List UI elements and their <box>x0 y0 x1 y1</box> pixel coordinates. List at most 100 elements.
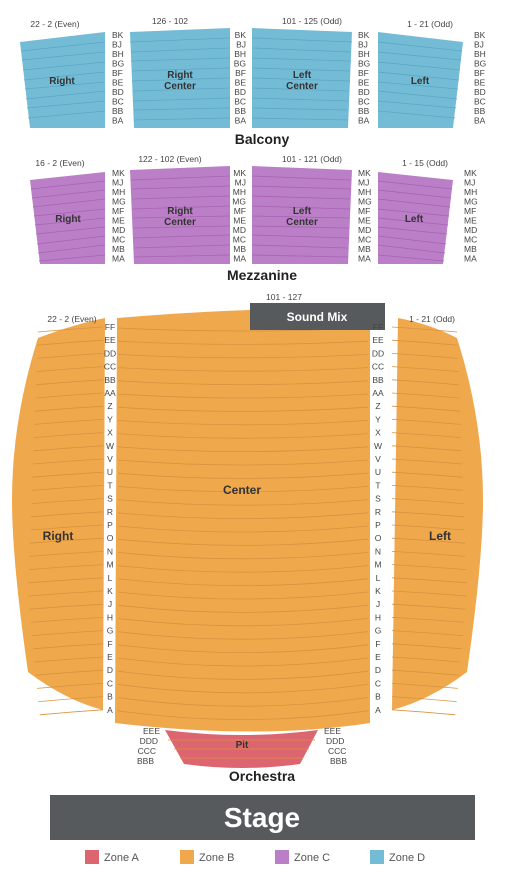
svg-text:RightCenter: RightCenter <box>164 70 196 92</box>
svg-text:CC: CC <box>104 362 116 372</box>
orch-center[interactable] <box>115 310 385 732</box>
svg-text:BH: BH <box>474 49 486 59</box>
svg-text:DD: DD <box>372 348 384 358</box>
stage-label: Stage <box>224 802 300 833</box>
svg-text:MA: MA <box>464 254 477 264</box>
svg-text:BF: BF <box>235 68 246 78</box>
legend-zone-d-swatch <box>370 850 384 864</box>
pit-label: Pit <box>236 740 249 751</box>
orch-right-range: 22 - 2 (Even) <box>47 314 96 324</box>
svg-text:BC: BC <box>112 97 124 107</box>
legend-zone-a: Zone A <box>104 852 140 864</box>
mezz-rc-range: 122 - 102 (Even) <box>138 154 201 164</box>
svg-text:BD: BD <box>112 87 124 97</box>
mezz-lc-range: 101 - 121 (Odd) <box>282 154 342 164</box>
legend-zone-a-swatch <box>85 850 99 864</box>
balcony-right-label: Right <box>49 76 75 87</box>
svg-text:L: L <box>376 573 381 583</box>
svg-text:H: H <box>375 612 381 622</box>
svg-text:Y: Y <box>375 414 381 424</box>
svg-text:J: J <box>108 599 112 609</box>
svg-text:C: C <box>107 678 113 688</box>
seating-chart: 22 - 2 (Even) 126 - 102 101 - 125 (Odd) … <box>0 0 525 875</box>
orchestra-tier: Sound Mix 101 - 127 22 - 2 (Even) 1 - 21… <box>12 292 483 784</box>
svg-text:BJ: BJ <box>236 40 246 50</box>
balcony-title: Balcony <box>235 131 290 147</box>
svg-text:BK: BK <box>112 30 124 40</box>
svg-text:S: S <box>107 494 113 504</box>
svg-text:A: A <box>107 705 113 715</box>
svg-text:BC: BC <box>474 97 486 107</box>
svg-text:BJ: BJ <box>358 40 368 50</box>
legend-zone-d: Zone D <box>389 852 425 864</box>
svg-text:U: U <box>375 467 381 477</box>
svg-text:R: R <box>107 507 113 517</box>
svg-text:MC: MC <box>358 235 371 245</box>
svg-text:MK: MK <box>233 168 246 178</box>
svg-text:MA: MA <box>358 254 371 264</box>
svg-text:B: B <box>375 692 381 702</box>
svg-text:BG: BG <box>112 59 124 69</box>
svg-text:E: E <box>375 652 381 662</box>
svg-text:BD: BD <box>358 87 370 97</box>
svg-text:D: D <box>375 665 381 675</box>
svg-text:BG: BG <box>234 59 246 69</box>
svg-text:L: L <box>108 573 113 583</box>
svg-text:BBB: BBB <box>137 756 154 766</box>
svg-text:ME: ME <box>464 216 477 226</box>
svg-text:V: V <box>375 454 381 464</box>
svg-text:M: M <box>106 560 113 570</box>
svg-text:MJ: MJ <box>358 178 369 188</box>
svg-text:G: G <box>107 626 114 636</box>
svg-text:EE: EE <box>372 335 384 345</box>
svg-text:F: F <box>375 639 380 649</box>
svg-text:BB: BB <box>112 106 124 116</box>
svg-text:EEE: EEE <box>324 726 341 736</box>
svg-text:BE: BE <box>112 78 124 88</box>
svg-text:BG: BG <box>474 59 486 69</box>
orch-left-label: Left <box>429 529 451 543</box>
svg-text:MJ: MJ <box>235 178 246 188</box>
svg-text:N: N <box>375 546 381 556</box>
svg-text:BE: BE <box>358 78 370 88</box>
svg-text:C: C <box>375 678 381 688</box>
svg-text:AA: AA <box>372 388 384 398</box>
svg-text:BB: BB <box>104 375 116 385</box>
svg-text:BD: BD <box>234 87 246 97</box>
svg-text:T: T <box>107 480 112 490</box>
orch-right[interactable] <box>12 318 105 710</box>
svg-text:BF: BF <box>474 68 485 78</box>
svg-text:DDD: DDD <box>326 736 344 746</box>
svg-text:DD: DD <box>104 348 116 358</box>
svg-text:MG: MG <box>112 197 126 207</box>
svg-text:MF: MF <box>464 206 476 216</box>
svg-text:RightCenter: RightCenter <box>164 206 196 228</box>
svg-text:MG: MG <box>358 197 372 207</box>
svg-text:BB: BB <box>358 106 370 116</box>
svg-text:MF: MF <box>234 206 246 216</box>
mezz-title: Mezzanine <box>227 267 297 283</box>
svg-text:K: K <box>375 586 381 596</box>
svg-text:K: K <box>107 586 113 596</box>
svg-text:CCC: CCC <box>138 746 156 756</box>
svg-text:X: X <box>375 428 381 438</box>
sound-mix-label: Sound Mix <box>287 310 348 324</box>
orch-center-label: Center <box>223 483 261 497</box>
svg-text:MJ: MJ <box>464 178 475 188</box>
svg-text:ME: ME <box>112 216 125 226</box>
svg-text:BG: BG <box>358 59 370 69</box>
svg-text:BB: BB <box>235 106 247 116</box>
svg-text:U: U <box>107 467 113 477</box>
svg-text:V: V <box>107 454 113 464</box>
orch-left[interactable] <box>392 318 483 710</box>
legend-zone-c-swatch <box>275 850 289 864</box>
svg-text:J: J <box>376 599 380 609</box>
svg-text:T: T <box>375 480 380 490</box>
svg-text:E: E <box>107 652 113 662</box>
svg-text:M: M <box>374 560 381 570</box>
svg-text:BA: BA <box>235 116 247 126</box>
balcony-left-label: Left <box>411 76 430 87</box>
svg-text:MF: MF <box>112 206 124 216</box>
svg-text:H: H <box>107 612 113 622</box>
svg-text:MB: MB <box>358 244 371 254</box>
